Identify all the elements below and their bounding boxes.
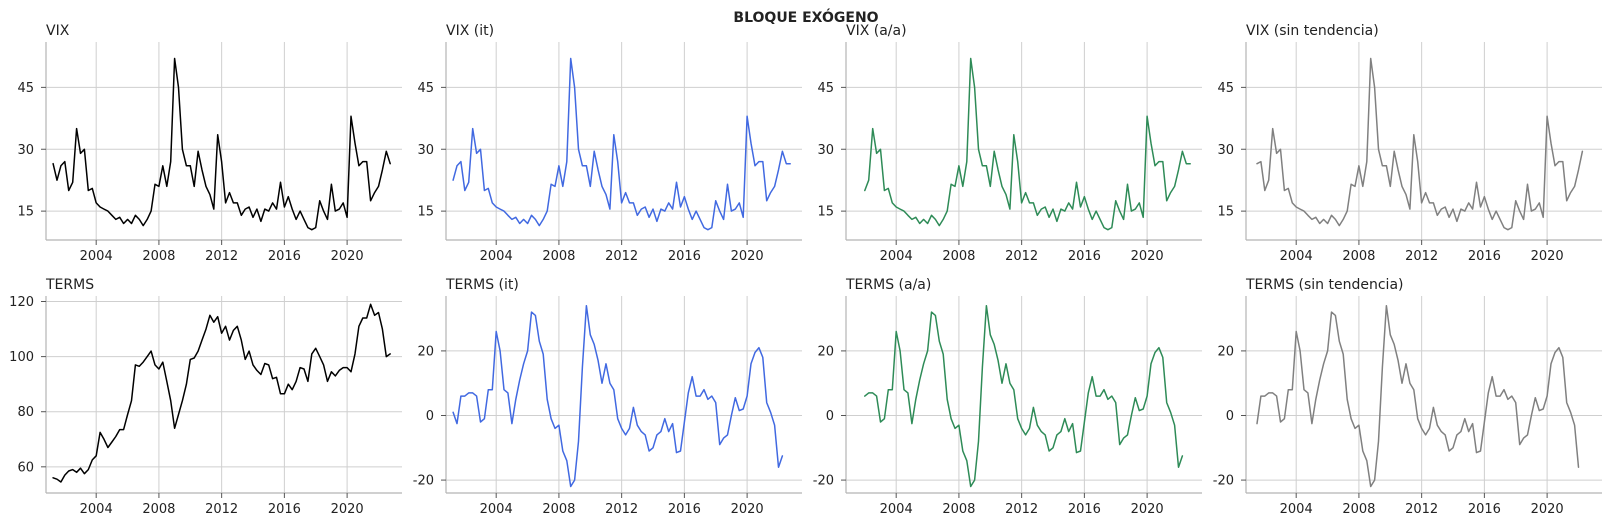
x-tick-label: 2016 [668,249,701,264]
panel-terms-sin-tendencia: TERMS (sin tendencia)2004 2008 2012 2016 202… [1213,277,1602,517]
x-tick-label: 2020 [731,249,764,264]
x-tick-label: 2016 [1468,502,1501,517]
x-tick-label: 2004 [1280,502,1313,517]
panel-title: TERMS (it) [445,277,519,293]
y-tick-label: 30 [817,143,834,158]
series-line-terms-a-a [864,304,1184,488]
x-tick-label: 2008 [142,249,175,264]
y-tick-label: 15 [17,205,34,220]
panel-vix-a-a: VIX (a/a) 2004 2008 2012 2016 2020 15 30 45 [817,23,1202,264]
x-tick-label: 2008 [542,249,575,264]
y-tick-label: 15 [1217,205,1234,220]
y-tick-label: -20 [413,474,434,489]
x-tick-label: 2008 [542,502,575,517]
y-tick-label: -20 [813,474,834,489]
y-tick-label: 0 [826,409,834,424]
x-tick-label: 2004 [880,249,913,264]
panel-title: TERMS [45,277,94,293]
y-tick-label: 45 [17,81,34,96]
x-tick-label: 2008 [942,249,975,264]
x-tick-label: 2020 [331,249,364,264]
x-tick-label: 2008 [142,502,175,517]
series-line-vix [52,57,391,231]
panel-vix-sin-tendencia: VIX (sin tendencia) 2004 2008 2012 2016 2020 1… [1217,23,1602,264]
x-tick-label: 2020 [1131,502,1164,517]
x-tick-label: 2008 [1342,502,1375,517]
y-tick-label: 20 [1217,344,1234,359]
series-line-vix-a-a [864,57,1191,231]
panel-terms-it: TERMS (it) 2004 2008 2012 2016 2020 -20 0 20 [413,277,802,517]
series-line-terms-sin-tendencia [1256,304,1580,488]
x-tick-label: 2016 [1068,502,1101,517]
series-line-terms-it [452,304,784,488]
x-tick-label: 2016 [268,249,301,264]
figure-title: BLOQUE EXÓGENO [733,8,878,26]
y-tick-label: 30 [17,143,34,158]
x-tick-label: 2012 [1405,502,1438,517]
panel-title: VIX (it) [446,23,494,39]
x-tick-label: 2008 [1342,249,1375,264]
series-line-vix-sin-tendencia [1256,57,1584,231]
x-tick-label: 2004 [80,502,113,517]
y-tick-label: 20 [417,344,434,359]
y-tick-label: 100 [9,350,34,365]
x-tick-label: 2020 [331,502,364,517]
panel-title: TERMS (sin tendencia) [1245,277,1404,293]
x-tick-label: 2012 [605,249,638,264]
x-tick-label: 2020 [1531,502,1564,517]
y-tick-label: 120 [9,295,34,310]
x-tick-label: 2012 [205,249,238,264]
y-tick-label: 60 [17,460,34,475]
y-tick-label: 15 [417,205,434,220]
panel-vix-it: VIX (it) 2004 2008 2012 2016 2020 15 30 45 [417,23,802,264]
panel-terms: TERMS 2004 2008 2012 2016 2020 60 80 100 120 [9,277,402,517]
x-tick-label: 2004 [480,502,513,517]
panel-terms-a-a: TERMS (a/a) 2004 2008 2012 2016 2020 -20 0 20 [813,277,1202,517]
y-tick-label: 15 [817,205,834,220]
x-tick-label: 2020 [1531,249,1564,264]
x-tick-label: 2004 [80,249,113,264]
x-tick-label: 2004 [480,249,513,264]
y-tick-label: 30 [417,143,434,158]
y-tick-label: 0 [1226,409,1234,424]
x-tick-label: 2004 [880,502,913,517]
y-tick-label: 80 [17,405,34,420]
y-tick-label: 30 [1217,143,1234,158]
x-tick-label: 2012 [205,502,238,517]
panel-vix: VIX 2004 2008 2012 2016 2020 15 30 45 [17,23,402,264]
y-tick-label: 45 [417,81,434,96]
panel-title: VIX [46,23,70,39]
x-tick-label: 2016 [1068,249,1101,264]
x-tick-label: 2012 [1405,249,1438,264]
y-tick-label: -20 [1213,474,1234,489]
x-tick-label: 2016 [668,502,701,517]
x-tick-label: 2012 [1005,502,1038,517]
series-line-terms [52,303,391,483]
panel-title: VIX (sin tendencia) [1246,23,1379,39]
x-tick-label: 2020 [731,502,764,517]
x-tick-label: 2020 [1131,249,1164,264]
y-tick-label: 20 [817,344,834,359]
y-tick-label: 45 [1217,81,1234,96]
x-tick-label: 2016 [268,502,301,517]
x-tick-label: 2012 [605,502,638,517]
x-tick-label: 2012 [1005,249,1038,264]
panel-title: TERMS (a/a) [845,277,931,293]
series-line-vix-it [452,57,791,231]
x-tick-label: 2008 [942,502,975,517]
x-tick-label: 2004 [1280,249,1313,264]
y-tick-label: 45 [817,81,834,96]
x-tick-label: 2016 [1468,249,1501,264]
panel-title: VIX (a/a) [846,23,907,39]
y-tick-label: 0 [426,409,434,424]
